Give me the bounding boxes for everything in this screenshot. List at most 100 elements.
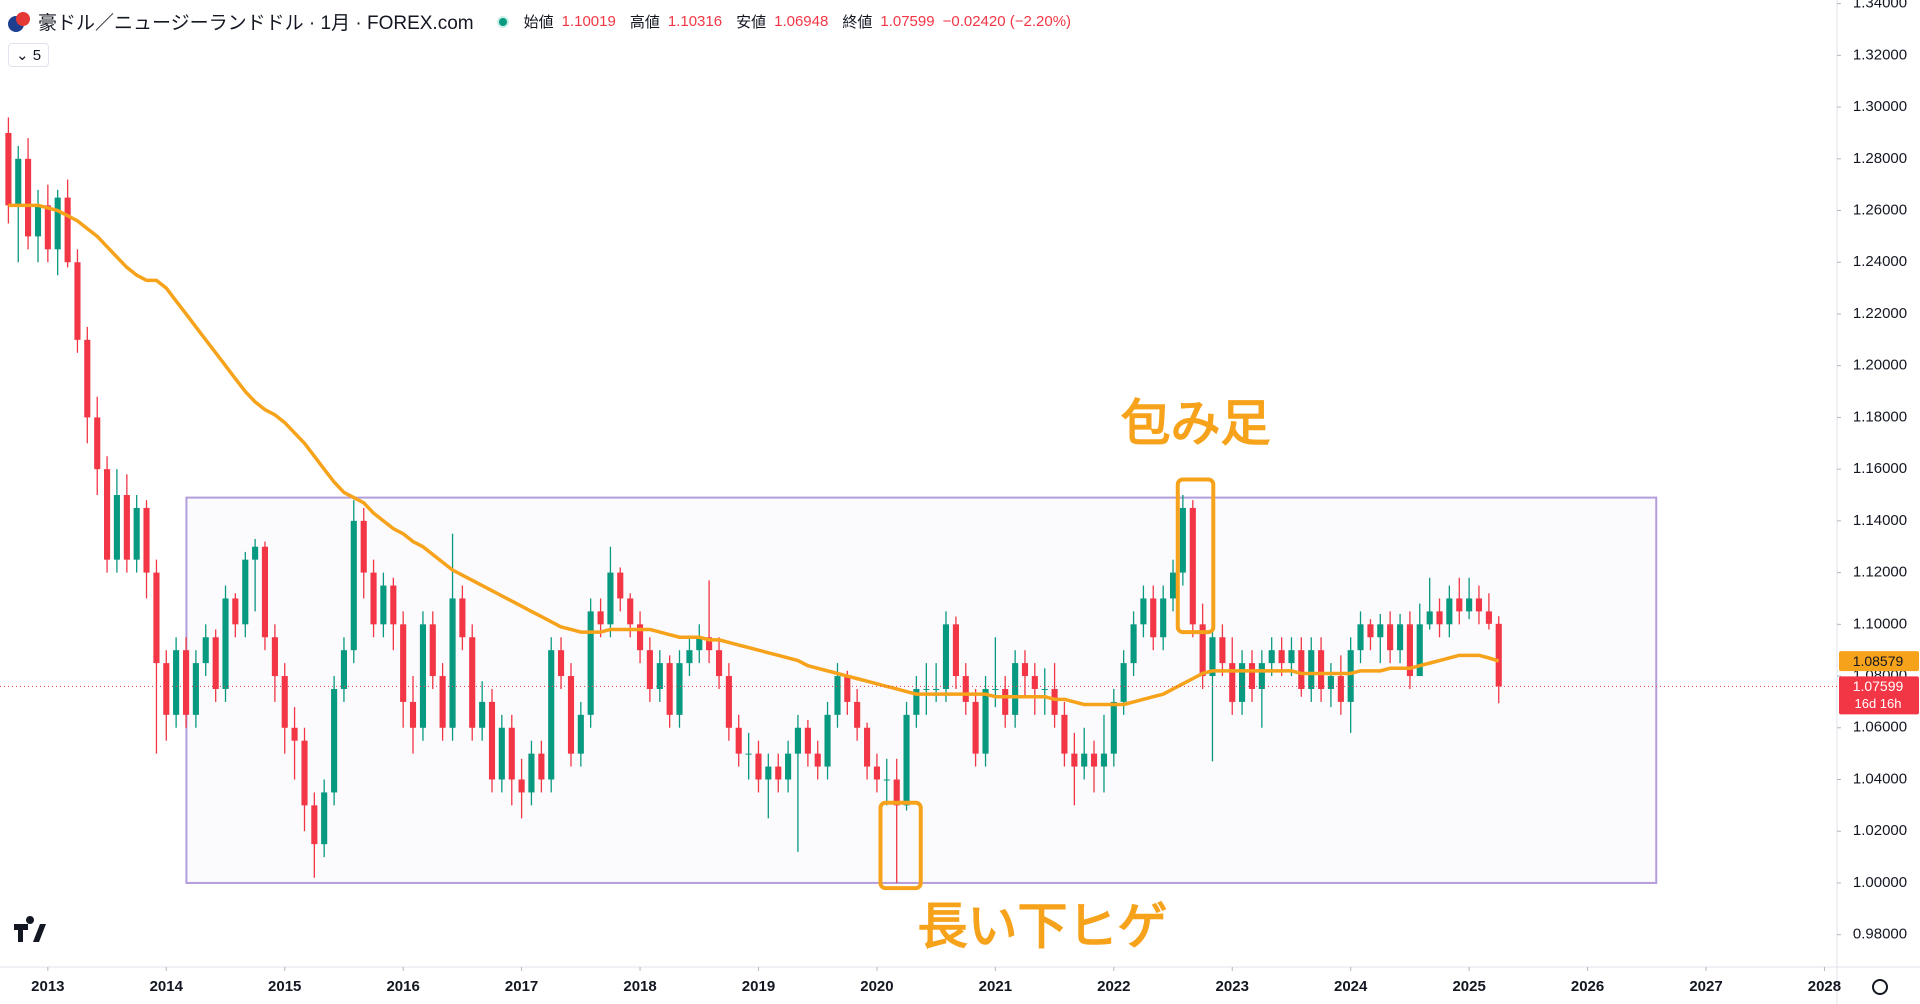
candle-body: [488, 701, 496, 780]
x-tick-label: 2020: [860, 978, 893, 995]
candle-body: [1456, 598, 1463, 612]
x-tick-label: 2017: [505, 978, 538, 995]
candle-body: [1278, 650, 1285, 664]
low-label: 安値: [736, 14, 767, 31]
candle-body: [844, 676, 851, 702]
candle-body: [785, 753, 792, 780]
change-value: −0.02420 (−2.20%): [942, 13, 1072, 30]
x-tick-label: 2027: [1689, 978, 1722, 995]
x-tick-label: 2025: [1452, 978, 1485, 995]
candle-body: [1130, 624, 1137, 664]
candle-body: [94, 417, 101, 470]
y-tick-label: 1.14000: [1853, 512, 1907, 529]
candle-body: [854, 701, 861, 728]
annotation-text: 包み足: [1121, 396, 1271, 452]
candle-body: [1071, 753, 1078, 767]
x-tick-label: 2024: [1334, 978, 1368, 995]
candle-body: [1100, 753, 1108, 767]
y-tick-label: 1.16000: [1853, 460, 1907, 477]
candle-body: [952, 624, 959, 677]
header: 豪ドル／ニュージーランドドル · 1月 · FOREX.com 始値 1.1001…: [8, 8, 1071, 35]
candle-body: [1258, 663, 1265, 689]
candle-body: [1327, 676, 1334, 689]
candle-body: [1012, 663, 1019, 715]
candle-body: [1387, 624, 1394, 651]
candle-body: [271, 637, 278, 677]
y-tick-label: 1.32000: [1853, 46, 1907, 63]
candle-body: [1041, 688, 1048, 690]
candle-body: [350, 520, 357, 651]
candle-body: [548, 650, 555, 780]
indicator-toggle[interactable]: ⌄ 5: [8, 43, 50, 67]
candle-body: [44, 205, 51, 250]
y-tick-label: 1.00000: [1853, 874, 1907, 891]
candle-body: [104, 469, 111, 560]
candle-body: [735, 727, 742, 754]
chart-title: 豪ドル／ニュージーランドドル · 1月 · FOREX.com: [38, 13, 474, 34]
candle-body: [1475, 598, 1483, 612]
candle-body: [409, 701, 417, 728]
tv-logo-shape: [14, 916, 46, 942]
candle-body: [153, 572, 160, 664]
candle-body: [64, 197, 71, 263]
candle-body: [864, 727, 871, 767]
candle-body: [163, 663, 170, 715]
candle-body: [1179, 507, 1186, 573]
candle-body: [15, 158, 22, 206]
candle-body: [1367, 624, 1374, 638]
candle-body: [656, 663, 663, 689]
candle-body: [1406, 624, 1413, 677]
status-dot: [496, 15, 509, 28]
candle-body: [1031, 676, 1038, 689]
candle-body: [123, 495, 130, 560]
candle-body: [972, 701, 979, 754]
candle-body: [508, 727, 515, 780]
x-tick-label: 2028: [1808, 978, 1841, 995]
candle-body: [982, 688, 989, 754]
candle-body: [449, 598, 456, 728]
candle-body: [715, 650, 723, 677]
candle-body: [429, 624, 436, 677]
candle-body: [587, 611, 594, 715]
candle-body: [1120, 663, 1127, 702]
candle-body: [824, 714, 831, 767]
candle-body: [5, 132, 12, 206]
candle-body: [666, 663, 673, 715]
x-tick-label: 2019: [742, 978, 775, 995]
candle-body: [646, 650, 653, 689]
last-price-label: 1.07599: [1853, 678, 1904, 694]
candle-body: [360, 520, 367, 573]
candle-body: [992, 688, 999, 690]
candle-body: [1426, 611, 1433, 625]
candle-body: [1337, 676, 1344, 702]
y-tick-label: 0.98000: [1853, 926, 1907, 943]
candle-body: [1495, 623, 1502, 687]
candle-body: [281, 676, 288, 728]
candle-body: [1189, 507, 1196, 625]
x-tick-label: 2016: [386, 978, 419, 995]
candle-body: [1140, 598, 1147, 625]
candle-body: [1268, 650, 1275, 664]
y-tick-label: 1.34000: [1853, 0, 1907, 12]
candle-body: [439, 676, 446, 728]
candle-body: [913, 688, 920, 715]
candle-body: [607, 572, 614, 625]
candle-body: [252, 546, 259, 560]
y-tick-label: 1.12000: [1853, 564, 1907, 581]
candle-body: [1466, 598, 1473, 612]
annotation-box: [1175, 477, 1216, 635]
candle-body: [1288, 650, 1295, 664]
candle-body: [498, 727, 505, 780]
candle-body: [1298, 650, 1305, 689]
candle-body: [903, 714, 910, 806]
candle-body: [1318, 650, 1325, 689]
candle-body: [1209, 637, 1216, 677]
candle-body: [25, 158, 32, 237]
x-tick-label: 2022: [1097, 978, 1130, 995]
candle-body: [400, 624, 407, 702]
x-tick-label: 2013: [31, 978, 64, 995]
y-tick-label: 1.26000: [1853, 201, 1907, 218]
candle-body: [321, 792, 328, 845]
candle-body: [676, 663, 683, 715]
candle-body: [173, 650, 180, 715]
